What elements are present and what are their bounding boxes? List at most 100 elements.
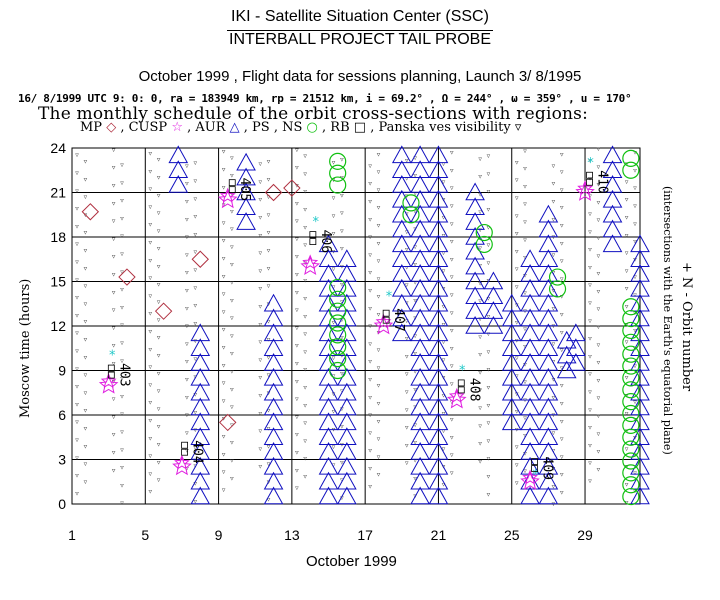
aur-triangle (520, 278, 540, 297)
visibility-mark: ▿ (295, 270, 299, 278)
visibility-mark: ▿ (515, 247, 519, 255)
visibility-mark: ▿ (588, 210, 592, 218)
visibility-mark: ▿ (588, 459, 592, 467)
visibility-mark: ▿ (633, 291, 637, 299)
visibility-mark: ▿ (405, 299, 409, 307)
visibility-mark: ▿ (625, 427, 629, 435)
cusp-star (446, 389, 467, 409)
visibility-mark: ▿ (487, 295, 491, 303)
visibility-mark: ▿ (185, 376, 189, 384)
visibility-mark: ▿ (194, 230, 198, 238)
visibility-mark: ▿ (258, 178, 262, 186)
visibility-mark: ▿ (295, 359, 299, 367)
rb-square (531, 465, 538, 472)
visibility-mark: ▿ (597, 465, 601, 473)
aur-triangle (336, 397, 357, 416)
aur-triangle (336, 353, 357, 371)
visibility-mark: ▿ (267, 193, 271, 201)
visibility-mark: ▿ (230, 207, 234, 215)
visibility-mark: ▿ (185, 447, 189, 455)
visibility-mark: ▿ (120, 392, 124, 400)
aur-triangle (318, 456, 339, 475)
visibility-mark: ▿ (560, 222, 564, 230)
visibility-mark: ▿ (120, 268, 124, 276)
visibility-mark: ▿ (303, 188, 307, 196)
visibility-mark: ▿ (258, 249, 262, 257)
visibility-mark: ▿ (450, 255, 454, 263)
visibility-mark: ▿ (405, 246, 409, 254)
aur-triangle (501, 397, 522, 416)
aur-triangle (501, 338, 522, 356)
visibility-mark: ▿ (625, 356, 629, 364)
aur-triangle (410, 175, 430, 193)
aur-triangle (465, 212, 485, 230)
visibility-mark: ▿ (633, 184, 637, 192)
aur-triangle (483, 286, 504, 305)
visibility-mark: ▿ (84, 478, 88, 486)
aur-triangle (630, 308, 650, 327)
visibility-mark: ▿ (112, 217, 116, 225)
visibility-mark: ▿ (413, 154, 417, 162)
visibility-mark: ▿ (340, 405, 344, 413)
aur-triangle (538, 338, 559, 356)
cusp-star (520, 471, 540, 491)
aur-triangle (318, 471, 339, 490)
visibility-mark: ▿ (377, 346, 381, 354)
visibility-mark: ▿ (258, 409, 262, 417)
visibility-mark: ▿ (515, 176, 519, 184)
aur-triangle (391, 175, 412, 193)
aur-triangle (556, 330, 577, 349)
visibility-mark: ▿ (303, 366, 307, 374)
visibility-mark: ▿ (450, 398, 454, 406)
cusp-star (302, 254, 319, 270)
cusp-star (217, 189, 238, 209)
visibility-mark: ▿ (368, 180, 372, 188)
visibility-mark: ▿ (185, 393, 189, 401)
ns-circle (622, 345, 640, 363)
visibility-mark: ▿ (450, 166, 454, 174)
aur-triangle (263, 367, 284, 386)
visibility-mark: ▿ (267, 264, 271, 272)
visibility-mark: ▿ (222, 165, 226, 173)
visibility-mark: ▿ (295, 484, 299, 492)
visibility-mark: ▿ (523, 449, 527, 457)
visibility-mark: ▿ (120, 499, 124, 507)
ns-circle (329, 361, 347, 380)
visibility-mark: ▿ (194, 391, 198, 399)
aur-triangle (190, 353, 211, 371)
visibility-mark: ▿ (75, 258, 79, 266)
visibility-mark: ▿ (560, 150, 564, 158)
ns-circle (329, 302, 347, 320)
ns-circle (329, 152, 347, 170)
aur-triangle (501, 323, 522, 342)
visibility-mark: ▿ (588, 228, 592, 236)
visibility-mark: ▿ (368, 429, 372, 437)
visibility-mark: ▿ (478, 226, 482, 234)
visibility-mark: ▿ (625, 481, 629, 489)
visibility-mark: ▿ (625, 392, 629, 400)
visibility-mark: ▿ (560, 275, 564, 283)
visibility-mark: ▿ (267, 424, 271, 432)
aur-triangle (538, 486, 559, 505)
rb-square (586, 178, 593, 186)
mp-diamond (118, 268, 136, 286)
visibility-mark: ▿ (340, 227, 344, 235)
aur-triangle (501, 293, 522, 312)
visibility-mark: ▿ (332, 319, 336, 327)
visibility-mark: ▿ (120, 214, 124, 222)
aur-triangle (602, 219, 623, 238)
aur-triangle (410, 486, 430, 505)
visibility-mark: ▿ (222, 272, 226, 280)
visibility-mark: ▿ (258, 303, 262, 311)
visibility-mark: ▿ (377, 471, 381, 479)
visibility-mark: ▿ (625, 214, 629, 222)
aur-triangle (520, 412, 540, 431)
aur-triangle (602, 145, 623, 164)
visibility-mark: ▿ (588, 192, 592, 200)
aur-triangle (318, 486, 339, 505)
aur-triangle (263, 427, 284, 445)
visibility-mark: ▿ (185, 269, 189, 277)
aur-triangle (318, 293, 339, 312)
visibility-mark: ▿ (515, 461, 519, 469)
visibility-mark: ▿ (120, 481, 124, 489)
